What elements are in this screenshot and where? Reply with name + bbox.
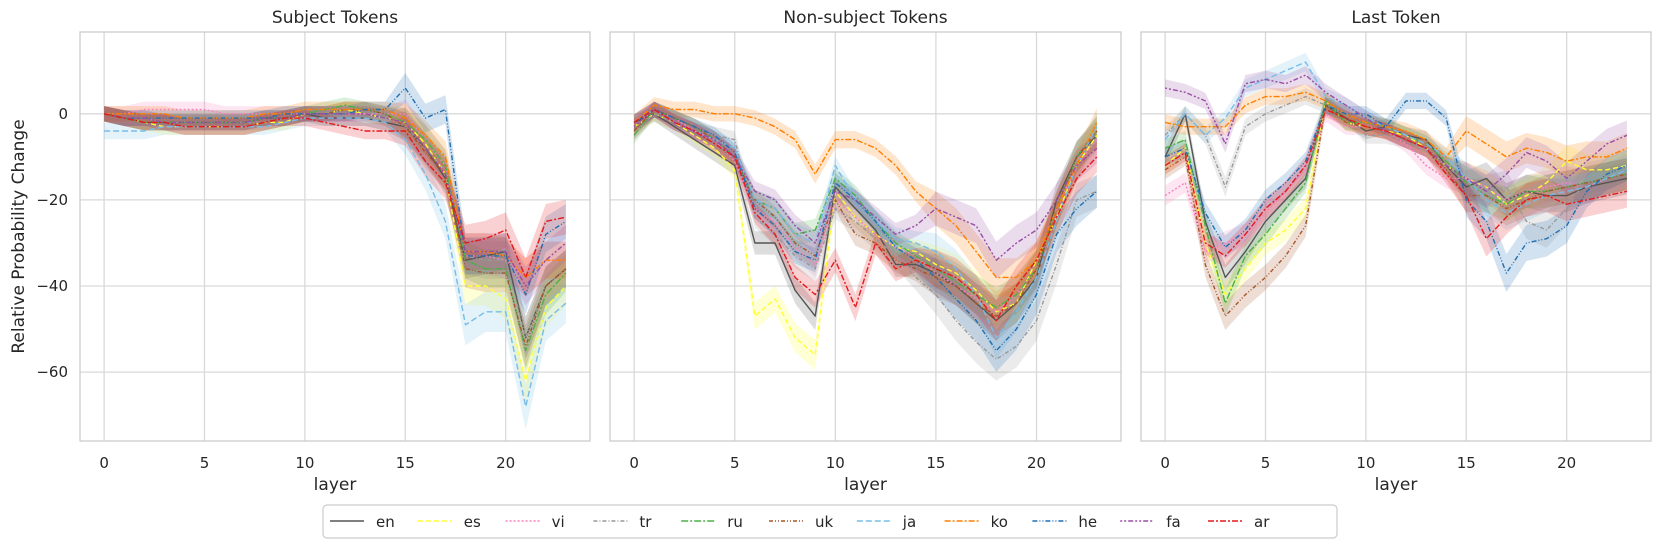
x-tick-label: 5 <box>200 454 210 472</box>
x-tick-label: 20 <box>496 454 515 472</box>
x-axis-label: layer <box>314 475 357 495</box>
legend-label-ja: ja <box>902 513 916 531</box>
panel-1: Subject Tokens 0 5 10 15 20 0 −20 −40 −60 layer <box>36 8 591 495</box>
legend-label-en: en <box>376 513 395 531</box>
legend-label-ru: ru <box>727 513 743 531</box>
band-he <box>634 101 1097 372</box>
legend-frame <box>322 504 1338 539</box>
band-ar <box>1165 101 1627 268</box>
plot-area <box>80 32 590 441</box>
legend-label-es: es <box>464 513 481 531</box>
x-axis-label: layer <box>1375 475 1418 495</box>
series-line-he <box>633 108 1098 352</box>
band-tr <box>104 101 566 359</box>
x-tick-label: 20 <box>1557 454 1576 472</box>
series-line-ja <box>104 117 567 408</box>
series-line-es <box>103 108 567 382</box>
band-ja <box>634 101 1097 359</box>
series-line-tr <box>633 113 1098 360</box>
x-tick-label: 5 <box>730 454 740 472</box>
plot-frame <box>79 31 591 442</box>
band-ar <box>104 106 566 297</box>
series-line-vi <box>104 108 566 279</box>
series-line-uk <box>103 108 567 347</box>
band-fa <box>104 106 566 306</box>
plot-frame <box>609 31 1122 442</box>
y-tick-label: 0 <box>58 105 68 123</box>
series-line-vi <box>633 108 1098 313</box>
x-tick-label: 20 <box>1027 454 1046 472</box>
plot-frame <box>1140 31 1652 442</box>
legend-label-he: he <box>1078 513 1097 531</box>
x-tick-label: 10 <box>1356 454 1375 472</box>
series-line-en <box>103 113 567 339</box>
series-line-ru <box>103 104 567 352</box>
plot-area <box>1141 32 1651 441</box>
x-tick-label: 15 <box>926 454 945 472</box>
series-line-ar <box>103 113 567 279</box>
x-axis-label: layer <box>844 475 887 495</box>
y-tick-label: −20 <box>36 191 68 209</box>
legend: en es vi tr ru uk ja ko he fa ar <box>322 504 1338 539</box>
x-tick-label: 0 <box>629 454 639 472</box>
legend-label-vi: vi <box>552 513 565 531</box>
x-tick-label: 15 <box>1457 454 1476 472</box>
series-line-en <box>633 113 1098 322</box>
series-line-ko <box>104 108 566 279</box>
series-line-ko <box>1164 91 1628 162</box>
panel-2: Non-subject Tokens 0 5 10 15 20 layer <box>609 8 1122 495</box>
panel-3: Last Token 0 5 10 15 20 layer <box>1140 8 1652 495</box>
legend-label-ar: ar <box>1254 513 1270 531</box>
band-uk <box>104 101 566 368</box>
band-ko <box>634 97 1097 297</box>
plot-area <box>610 32 1121 441</box>
band-uk <box>1165 97 1627 330</box>
legend-label-tr: tr <box>639 513 652 531</box>
series-line-tr <box>1164 95 1628 231</box>
band-es <box>104 101 566 403</box>
y-tick-label: −40 <box>36 277 68 295</box>
series-line-vi <box>1164 113 1628 253</box>
x-tick-label: 0 <box>1160 454 1170 472</box>
band-vi <box>634 101 1097 332</box>
legend-label-fa: fa <box>1166 513 1180 531</box>
x-tick-label: 15 <box>396 454 415 472</box>
series-line-ko <box>633 104 1098 279</box>
x-tick-label: 10 <box>295 454 314 472</box>
y-axis-label: Relative Probability Change <box>9 119 29 353</box>
panel-title: Last Token <box>1351 8 1440 28</box>
band-ja <box>104 110 566 430</box>
x-tick-label: 0 <box>99 454 109 472</box>
series-line-ar <box>1164 108 1628 257</box>
y-tick-label: −60 <box>36 363 68 381</box>
x-tick-label: 5 <box>1261 454 1271 472</box>
band-ru <box>104 97 566 372</box>
panel-title: Non-subject Tokens <box>783 8 947 28</box>
band-tr <box>1165 88 1627 248</box>
panel-title: Subject Tokens <box>272 8 398 28</box>
x-tick-label: 10 <box>826 454 845 472</box>
legend-label-uk: uk <box>815 513 834 531</box>
band-en <box>634 106 1097 341</box>
series-line-fa <box>633 108 1098 261</box>
series-line-ar <box>633 108 1098 322</box>
legend-label-ko: ko <box>991 513 1008 531</box>
series-line-tr <box>103 108 567 339</box>
band-ru <box>634 101 1097 328</box>
series-line-he <box>103 87 567 296</box>
band-he <box>104 73 566 315</box>
